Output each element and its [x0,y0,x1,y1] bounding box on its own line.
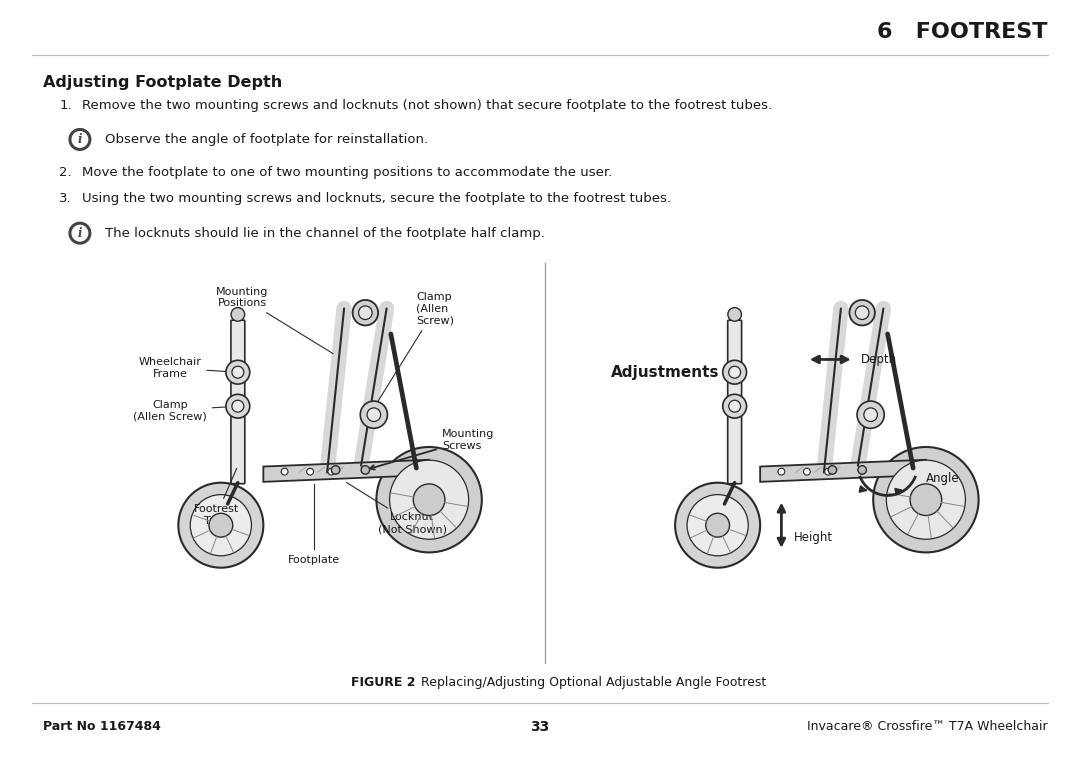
Text: Invacare® Crossfire™ T7A Wheelchair: Invacare® Crossfire™ T7A Wheelchair [807,720,1048,733]
FancyBboxPatch shape [231,320,245,484]
Text: Move the footplate to one of two mounting positions to accommodate the user.: Move the footplate to one of two mountin… [82,166,612,179]
Circle shape [825,469,832,475]
Circle shape [328,469,335,475]
Circle shape [858,401,885,428]
Circle shape [361,466,369,474]
Circle shape [729,367,741,378]
Circle shape [874,447,978,552]
Circle shape [359,306,373,319]
Text: 6   FOOTREST: 6 FOOTREST [877,22,1048,42]
FancyBboxPatch shape [728,320,742,484]
Circle shape [778,469,785,475]
Circle shape [178,482,264,568]
Text: Angle: Angle [926,472,959,485]
Text: Observe the angle of footplate for reinstallation.: Observe the angle of footplate for reins… [105,133,428,146]
Circle shape [332,466,340,474]
Circle shape [307,469,313,475]
Text: 2.: 2. [59,166,72,179]
Text: Part No 1167484: Part No 1167484 [43,720,161,733]
Text: The locknuts should lie in the channel of the footplate half clamp.: The locknuts should lie in the channel o… [105,226,544,240]
Text: Wheelchair
Frame: Wheelchair Frame [138,357,235,379]
Circle shape [728,308,742,322]
Circle shape [377,447,482,552]
Text: FIGURE 2: FIGURE 2 [351,676,416,689]
Circle shape [864,408,877,421]
Circle shape [804,469,810,475]
Circle shape [232,400,244,412]
Text: Adjustments: Adjustments [611,365,720,379]
Text: Clamp
(Allen
Screw): Clamp (Allen Screw) [376,293,455,405]
Circle shape [367,408,380,421]
Circle shape [855,306,869,319]
Text: 1.: 1. [59,99,72,112]
Text: Depth: Depth [861,353,896,366]
Circle shape [705,514,730,537]
Circle shape [858,466,866,474]
Text: 33: 33 [530,720,550,734]
Text: Locknut
(Not Shown): Locknut (Not Shown) [347,482,447,534]
Circle shape [232,367,244,378]
Circle shape [231,308,245,322]
Polygon shape [264,459,429,482]
Circle shape [675,482,760,568]
Text: Replacing/Adjusting Optional Adjustable Angle Footrest: Replacing/Adjusting Optional Adjustable … [409,676,766,689]
Text: Using the two mounting screws and locknuts, secure the footplate to the footrest: Using the two mounting screws and locknu… [82,192,671,205]
Circle shape [828,466,837,474]
Text: i: i [78,226,82,240]
Circle shape [687,495,748,555]
Circle shape [190,495,252,555]
Text: Footplate: Footplate [288,555,340,565]
Text: Mounting
Screws: Mounting Screws [370,430,495,469]
Circle shape [281,469,288,475]
Circle shape [226,360,249,384]
Text: Mounting
Positions: Mounting Positions [216,287,334,354]
Circle shape [910,484,942,516]
Text: Clamp
(Allen Screw): Clamp (Allen Screw) [133,399,235,421]
Text: 3.: 3. [59,192,72,205]
Circle shape [352,300,378,325]
Text: Adjusting Footplate Depth: Adjusting Footplate Depth [43,75,283,90]
Circle shape [849,300,875,325]
Circle shape [226,394,249,418]
Text: Height: Height [794,531,834,545]
Circle shape [414,484,445,516]
Polygon shape [760,459,926,482]
Text: Remove the two mounting screws and locknuts (not shown) that secure footplate to: Remove the two mounting screws and lockn… [82,99,772,112]
Circle shape [729,400,741,412]
Circle shape [208,514,233,537]
Circle shape [887,460,966,539]
Circle shape [723,394,746,418]
Circle shape [723,360,746,384]
Circle shape [390,460,469,539]
Text: Footrest
Tube: Footrest Tube [194,469,240,526]
Circle shape [361,401,388,428]
Text: i: i [78,133,82,146]
